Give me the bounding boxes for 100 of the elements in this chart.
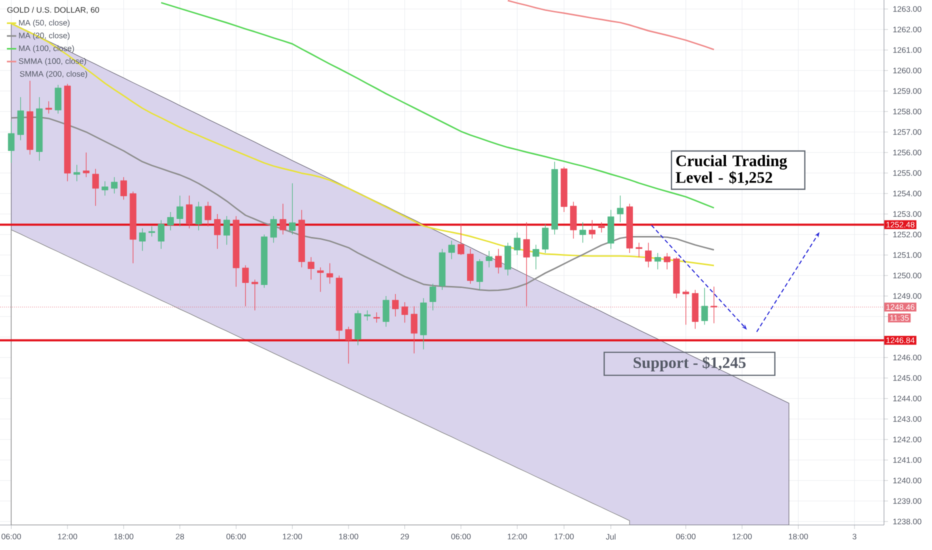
y-tick-label: 1246.00 xyxy=(893,354,922,360)
ref-line-label: 1246.84 xyxy=(886,337,915,344)
candlestick xyxy=(382,296,390,328)
x-tick-label: 18:00 xyxy=(339,534,358,540)
candlestick xyxy=(570,201,577,239)
candlestick xyxy=(158,220,164,250)
y-tick-label: 1255.00 xyxy=(893,170,922,176)
candlestick xyxy=(664,252,670,270)
candlestick xyxy=(54,84,62,114)
candlestick xyxy=(289,182,296,235)
candlestick xyxy=(139,228,146,252)
text: GOLD / U.S. DOLLAR, 60 xyxy=(7,6,100,14)
candlestick xyxy=(148,226,156,237)
candlestick xyxy=(514,232,520,256)
y-tick-label: 1260.00 xyxy=(893,68,922,74)
candlestick xyxy=(8,121,15,164)
x-tick-label: 12:00 xyxy=(58,534,78,540)
y-tick-label: 1239.00 xyxy=(893,498,922,504)
y-tick-label: 1245.00 xyxy=(893,375,922,381)
y-tick-label: 1249.00 xyxy=(893,293,922,299)
x-tick-label: 12:00 xyxy=(282,534,302,540)
candlestick xyxy=(495,248,502,274)
candlestick xyxy=(317,266,324,292)
candlestick xyxy=(710,286,718,324)
x-tick-label: 18:00 xyxy=(788,534,808,540)
candlestick xyxy=(45,100,52,114)
x-tick-label: 29 xyxy=(400,534,409,540)
candlestick xyxy=(280,203,286,235)
y-tick-label: 1240.00 xyxy=(893,478,922,484)
annotation: SMMA (200, close) xyxy=(20,70,88,78)
candlestick xyxy=(82,152,90,178)
candlestick xyxy=(102,180,108,196)
series-label: MA (50, close) xyxy=(19,20,70,28)
x-tick-label: 3 xyxy=(852,534,856,540)
candlestick xyxy=(270,216,277,244)
candlestick xyxy=(645,242,652,268)
y-tick-label: 1263.00 xyxy=(893,6,922,12)
y-tick-label: 1257.00 xyxy=(893,129,922,135)
y-tick-label: 1262.00 xyxy=(893,26,922,32)
x-tick-label: 18:00 xyxy=(114,534,134,540)
candlestick xyxy=(92,168,99,206)
y-tick-label: 1258.00 xyxy=(893,108,922,114)
y-tick-label: 1253.00 xyxy=(893,211,922,217)
candlestick xyxy=(223,216,230,246)
candlestick xyxy=(214,214,221,250)
x-tick-label: 06:00 xyxy=(226,534,246,540)
candlestick xyxy=(598,222,605,233)
y-tick-label: 1256.00 xyxy=(893,150,922,156)
candlestick xyxy=(74,164,80,182)
ref-line-label: 1252.48 xyxy=(886,222,914,228)
candlestick xyxy=(579,222,586,244)
candlestick xyxy=(401,302,408,324)
x-tick-label: 06:00 xyxy=(451,534,471,540)
y-tick-label: 1252.00 xyxy=(893,232,922,238)
candlestick xyxy=(458,224,464,256)
x-tick-label: 17:00 xyxy=(554,534,574,540)
y-tick-label: 1254.00 xyxy=(893,190,922,196)
x-tick-label: Jul xyxy=(606,534,616,540)
x-tick-label: 06:00 xyxy=(2,534,21,540)
x-tick-label: 12:00 xyxy=(732,534,752,540)
candlestick xyxy=(308,256,314,280)
candlestick xyxy=(167,212,174,231)
y-tick-label: 1244.00 xyxy=(893,396,922,402)
candlestick xyxy=(326,262,334,284)
candlestick xyxy=(588,220,596,239)
candlestick xyxy=(373,312,380,324)
candlestick xyxy=(701,287,708,326)
y-tick-label: 1241.00 xyxy=(893,457,922,463)
candlestick xyxy=(392,294,399,317)
x-tick-label: 28 xyxy=(176,534,184,540)
candlestick xyxy=(542,224,549,254)
candlestick xyxy=(504,242,512,276)
candlestick xyxy=(364,310,371,321)
candlestick xyxy=(204,201,212,227)
candlestick xyxy=(252,279,258,311)
candlestick xyxy=(120,176,127,200)
candlestick xyxy=(532,244,540,270)
candlestick xyxy=(186,195,193,229)
candlestick xyxy=(242,264,249,307)
candlestick xyxy=(616,195,624,223)
annotation: Crucial Trading Level - $1,252 xyxy=(676,154,788,186)
y-tick-label: 1261.00 xyxy=(893,47,922,53)
x-tick-label: 12:00 xyxy=(508,534,527,540)
y-tick-label: 1242.00 xyxy=(893,436,922,442)
candlestick xyxy=(410,306,418,354)
y-tick-label: 1259.00 xyxy=(893,88,922,94)
y-tick-label: 1243.00 xyxy=(893,416,922,422)
candlestick xyxy=(486,250,492,268)
candlestick xyxy=(682,290,690,326)
candlestick xyxy=(654,252,662,270)
candlestick xyxy=(430,283,436,311)
candlestick xyxy=(476,258,484,290)
y-tick-label: 1251.00 xyxy=(893,252,922,258)
candlestick xyxy=(195,201,202,231)
candlestick xyxy=(176,195,184,227)
candlestick xyxy=(523,222,530,307)
candlestick xyxy=(17,96,24,141)
text: 11:35 xyxy=(890,315,909,321)
candlestick xyxy=(345,326,352,364)
candlestick xyxy=(448,240,455,260)
